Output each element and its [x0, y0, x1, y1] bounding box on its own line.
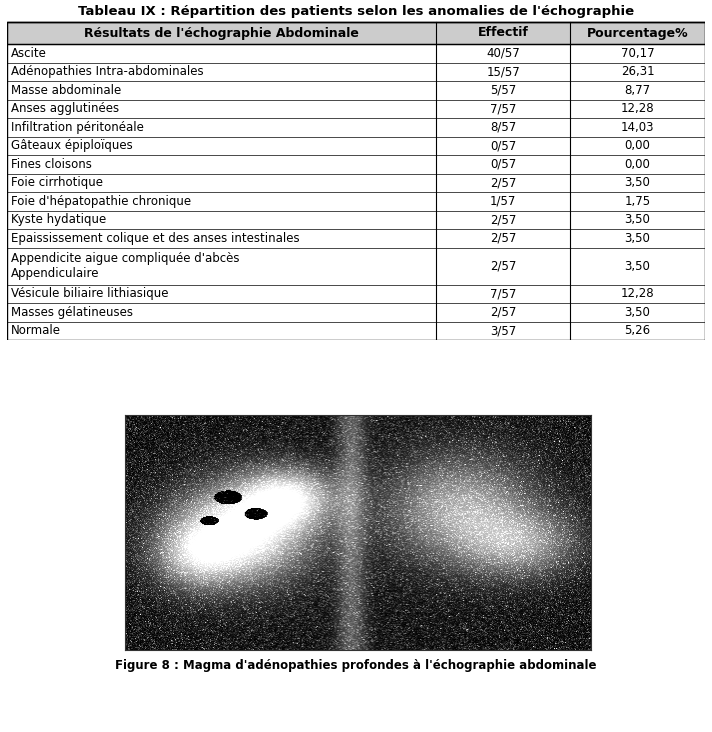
Text: Normale: Normale — [11, 324, 61, 337]
Text: 5,26: 5,26 — [624, 324, 651, 337]
Text: 2/57: 2/57 — [490, 260, 516, 272]
Text: 2/57: 2/57 — [490, 213, 516, 226]
Text: 3,50: 3,50 — [624, 176, 651, 190]
Text: 70,17: 70,17 — [621, 47, 654, 60]
Text: Infiltration péritonéale: Infiltration péritonéale — [11, 121, 144, 134]
Text: 0,00: 0,00 — [624, 139, 651, 152]
Text: Appendicite aigue compliquée d'abcès
Appendiculaire: Appendicite aigue compliquée d'abcès App… — [11, 252, 240, 280]
Text: Figure 8 : Magma d'adénopathies profondes à l'échographie abdominale: Figure 8 : Magma d'adénopathies profonde… — [115, 659, 597, 672]
Text: 0/57: 0/57 — [490, 158, 516, 171]
Text: 2/57: 2/57 — [490, 232, 516, 244]
Text: Foie d'hépatopathie chronique: Foie d'hépatopathie chronique — [11, 195, 192, 208]
Text: Tableau IX : Répartition des patients selon les anomalies de l'échographie: Tableau IX : Répartition des patients se… — [78, 4, 634, 18]
Text: 2/57: 2/57 — [490, 176, 516, 190]
Text: Kyste hydatique: Kyste hydatique — [11, 213, 106, 226]
Text: Adénopathies Intra-abdominales: Adénopathies Intra-abdominales — [11, 65, 204, 78]
Text: 15/57: 15/57 — [486, 65, 520, 78]
Text: 3,50: 3,50 — [624, 213, 651, 226]
Text: 5/57: 5/57 — [490, 83, 516, 97]
Text: 8/57: 8/57 — [490, 121, 516, 134]
Text: 12,28: 12,28 — [621, 287, 654, 300]
Text: 1,75: 1,75 — [624, 195, 651, 208]
Text: Vésicule biliaire lithiasique: Vésicule biliaire lithiasique — [11, 287, 169, 300]
Text: Gâteaux épiploïques: Gâteaux épiploïques — [11, 139, 133, 152]
Text: 14,03: 14,03 — [621, 121, 654, 134]
Text: 2/57: 2/57 — [490, 306, 516, 318]
Text: 12,28: 12,28 — [621, 102, 654, 115]
Text: 3/57: 3/57 — [490, 324, 516, 337]
Text: 3,50: 3,50 — [624, 260, 651, 272]
Text: 0/57: 0/57 — [490, 139, 516, 152]
Text: Foie cirrhotique: Foie cirrhotique — [11, 176, 103, 190]
Text: 3,50: 3,50 — [624, 232, 651, 244]
Text: Ascite: Ascite — [11, 47, 47, 60]
Text: Résultats de l'échographie Abdominale: Résultats de l'échographie Abdominale — [84, 26, 359, 40]
Text: Anses agglutinées: Anses agglutinées — [11, 102, 119, 115]
Text: Masses gélatineuses: Masses gélatineuses — [11, 306, 133, 318]
Text: Epaississement colique et des anses intestinales: Epaississement colique et des anses inte… — [11, 232, 300, 244]
Text: Masse abdominale: Masse abdominale — [11, 83, 121, 97]
Text: 0,00: 0,00 — [624, 158, 651, 171]
Text: 3,50: 3,50 — [624, 306, 651, 318]
Text: 7/57: 7/57 — [490, 287, 516, 300]
Text: 26,31: 26,31 — [621, 65, 654, 78]
Bar — [7, 22, 705, 44]
Text: Pourcentage%: Pourcentage% — [587, 26, 689, 40]
Text: Fines cloisons: Fines cloisons — [11, 158, 92, 171]
Text: 1/57: 1/57 — [490, 195, 516, 208]
Text: 40/57: 40/57 — [486, 47, 520, 60]
Text: 7/57: 7/57 — [490, 102, 516, 115]
Text: 8,77: 8,77 — [624, 83, 651, 97]
Text: Effectif: Effectif — [478, 26, 529, 40]
